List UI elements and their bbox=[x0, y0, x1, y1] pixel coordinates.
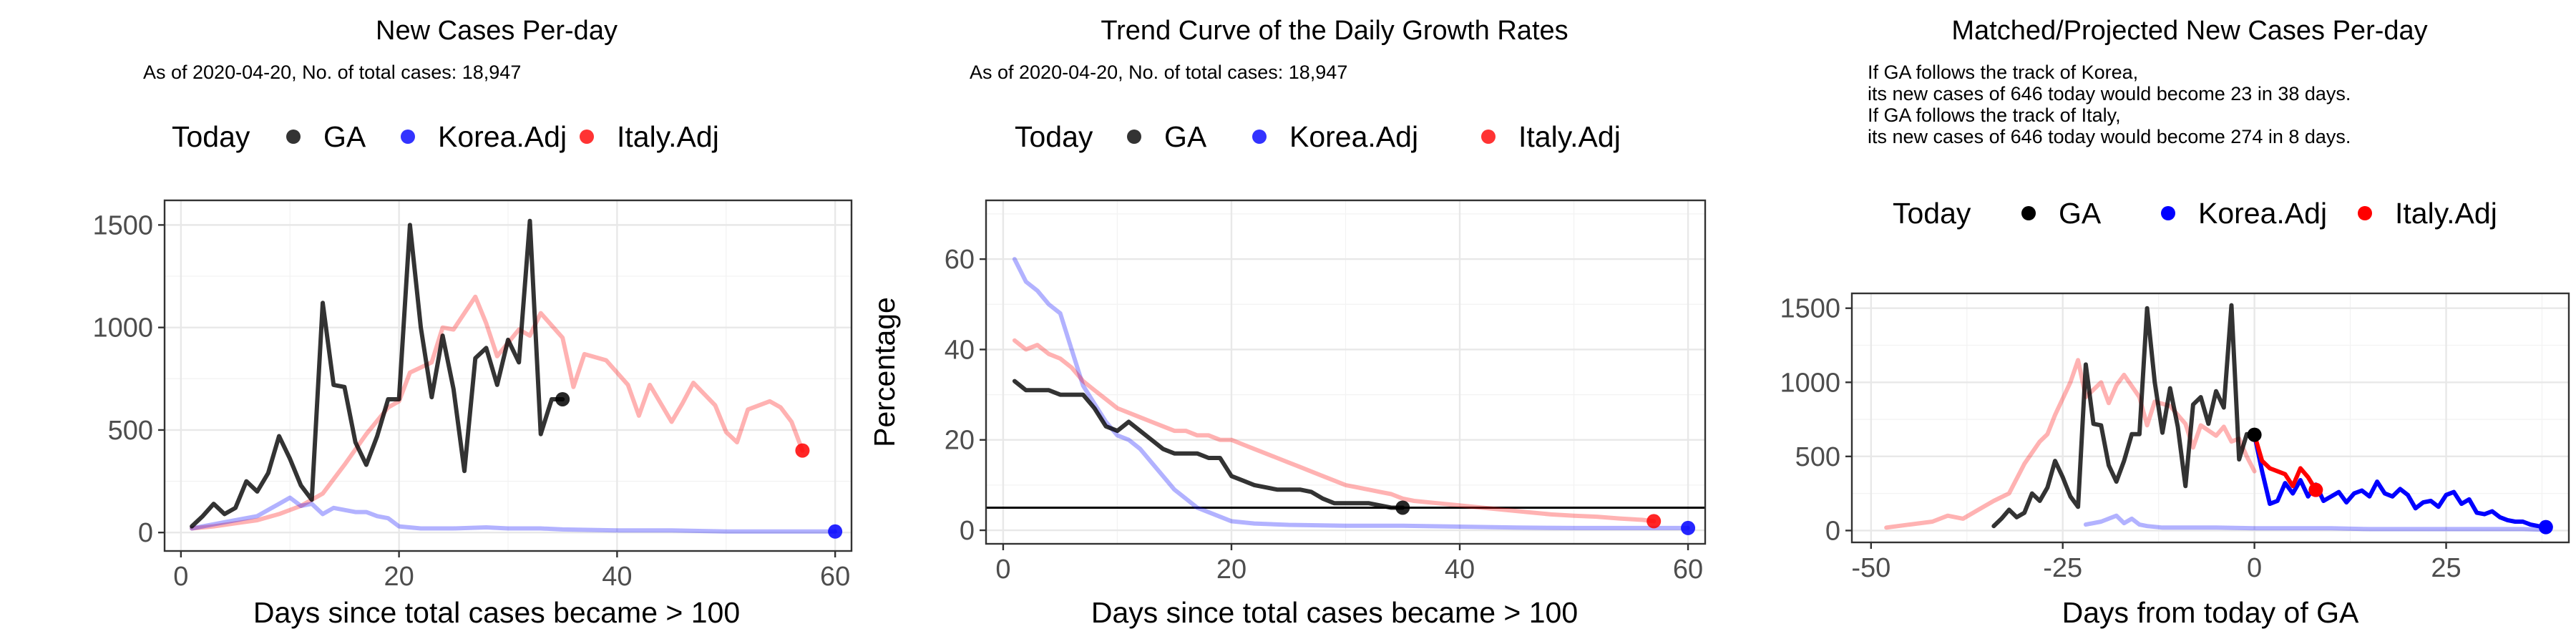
legend-marker-italy-adj bbox=[2358, 206, 2372, 220]
series-line-korea-adj bbox=[2083, 513, 2548, 532]
legend-marker-italy-adj bbox=[1481, 130, 1496, 144]
y-tick-label: 500 bbox=[108, 416, 153, 446]
projection-note: its new cases of 646 today would become … bbox=[1868, 126, 2351, 147]
x-tick-label: 20 bbox=[384, 562, 414, 592]
legend-marker-korea-adj bbox=[1252, 130, 1267, 144]
legend-label-ga: GA bbox=[1164, 120, 1207, 153]
y-tick-label: 1000 bbox=[92, 313, 153, 343]
x-axis-title: Days since total cases became > 100 bbox=[253, 596, 740, 629]
projection-note: its new cases of 646 today would become … bbox=[1868, 83, 2351, 104]
y-tick-label: 60 bbox=[945, 245, 975, 275]
today-marker-italy-adj bbox=[2308, 482, 2323, 497]
chart-panel-projected: Matched/Projected New Cases Per-day If GA… bbox=[1717, 0, 2576, 644]
projection-note: If GA follows the track of Italy, bbox=[1868, 104, 2121, 126]
series-line-italy-adj bbox=[1012, 338, 1657, 524]
today-marker-italy-adj bbox=[795, 443, 810, 458]
today-marker-korea-adj bbox=[828, 524, 843, 539]
series-line-korea-adj bbox=[190, 495, 838, 534]
legend-title: Today bbox=[172, 120, 250, 153]
y-tick-label: 0 bbox=[960, 516, 975, 546]
series-line-italy-adj bbox=[190, 294, 805, 531]
y-tick-label: 0 bbox=[1825, 516, 1840, 546]
x-tick-label: -50 bbox=[1851, 553, 1890, 583]
y-tick-label: 500 bbox=[1795, 442, 1840, 472]
growth-rate-chart: Trend Curve of the Daily Growth Rates As … bbox=[868, 16, 1707, 629]
chart-title: New Cases Per-day bbox=[376, 16, 618, 46]
y-tick-label: 1500 bbox=[92, 210, 153, 240]
y-tick-label: 1500 bbox=[1780, 294, 1840, 324]
today-marker-italy-adj bbox=[1646, 514, 1662, 529]
legend-marker-ga bbox=[1127, 130, 1141, 144]
legend-label-italy-adj: Italy.Adj bbox=[1518, 120, 1621, 153]
legend-label-korea-adj: Korea.Adj bbox=[1289, 120, 1418, 153]
x-axis-title: Days since total cases became > 100 bbox=[1091, 596, 1578, 629]
chart-panel-new-cases: New Cases Per-day As of 2020-04-20, No. o… bbox=[0, 0, 859, 644]
legend-marker-ga bbox=[2021, 206, 2036, 220]
legend-label-korea-adj: Korea.Adj bbox=[438, 120, 567, 153]
x-tick-label: 25 bbox=[2431, 553, 2461, 583]
x-tick-label: 0 bbox=[2247, 553, 2262, 583]
series-line-ga bbox=[1991, 303, 2257, 529]
legend-title: Today bbox=[1015, 120, 1093, 153]
legend-marker-korea-adj bbox=[401, 130, 415, 144]
x-tick-label: 60 bbox=[820, 562, 850, 592]
today-marker-ga bbox=[1395, 500, 1410, 515]
legend-title: Today bbox=[1893, 197, 1971, 230]
series-line-korea-adj bbox=[2252, 432, 2548, 530]
legend-label-italy-adj: Italy.Adj bbox=[617, 120, 719, 153]
series-line-ga bbox=[190, 218, 565, 529]
x-tick-label: 40 bbox=[1445, 555, 1475, 585]
legend-label-ga: GA bbox=[323, 120, 366, 153]
chart-subtitle: As of 2020-04-20, No. of total cases: 18… bbox=[143, 62, 521, 83]
plot-frame bbox=[985, 199, 1707, 545]
legend-label-ga: GA bbox=[2059, 197, 2102, 230]
x-tick-label: 60 bbox=[1673, 555, 1703, 585]
projection-note: If GA follows the track of Korea, bbox=[1868, 62, 2138, 83]
new-cases-chart: New Cases Per-day As of 2020-04-20, No. o… bbox=[92, 16, 853, 629]
today-marker-ga bbox=[555, 391, 570, 406]
legend-marker-ga bbox=[286, 130, 301, 144]
series-line-ga bbox=[1012, 379, 1405, 510]
legend-marker-korea-adj bbox=[2161, 206, 2175, 220]
today-marker-ga bbox=[2247, 427, 2262, 442]
x-tick-label: 0 bbox=[173, 562, 188, 592]
legend-marker-italy-adj bbox=[580, 130, 594, 144]
y-tick-label: 40 bbox=[945, 335, 975, 365]
series-line-korea-adj bbox=[1012, 257, 1691, 530]
series-line-italy-adj bbox=[1884, 358, 2257, 530]
x-tick-label: 20 bbox=[1216, 555, 1246, 585]
chart-title: Matched/Projected New Cases Per-day bbox=[1951, 16, 2427, 46]
chart-subtitle: As of 2020-04-20, No. of total cases: 18… bbox=[970, 62, 1347, 83]
series-line-italy-adj bbox=[2252, 432, 2318, 492]
today-marker-korea-adj bbox=[2538, 519, 2553, 535]
chart-title: Trend Curve of the Daily Growth Rates bbox=[1101, 16, 1568, 46]
y-axis-title: Percentage bbox=[868, 297, 901, 447]
y-tick-label: 20 bbox=[945, 426, 975, 456]
projected-cases-chart: Matched/Projected New Cases Per-day If GA… bbox=[1780, 16, 2570, 629]
x-tick-label: -25 bbox=[2043, 553, 2082, 583]
legend-label-korea-adj: Korea.Adj bbox=[2198, 197, 2327, 230]
x-tick-label: 40 bbox=[602, 562, 632, 592]
y-tick-label: 0 bbox=[138, 518, 153, 548]
x-axis-title: Days from today of GA bbox=[2062, 596, 2359, 629]
legend-label-italy-adj: Italy.Adj bbox=[2395, 197, 2497, 230]
y-tick-label: 1000 bbox=[1780, 368, 1840, 398]
x-tick-label: 0 bbox=[995, 555, 1010, 585]
chart-panel-growth-rates: Trend Curve of the Daily Growth Rates As … bbox=[859, 0, 1717, 644]
today-marker-korea-adj bbox=[1681, 520, 1696, 535]
plot-frame bbox=[163, 199, 853, 552]
plot-frame bbox=[1850, 292, 2570, 544]
